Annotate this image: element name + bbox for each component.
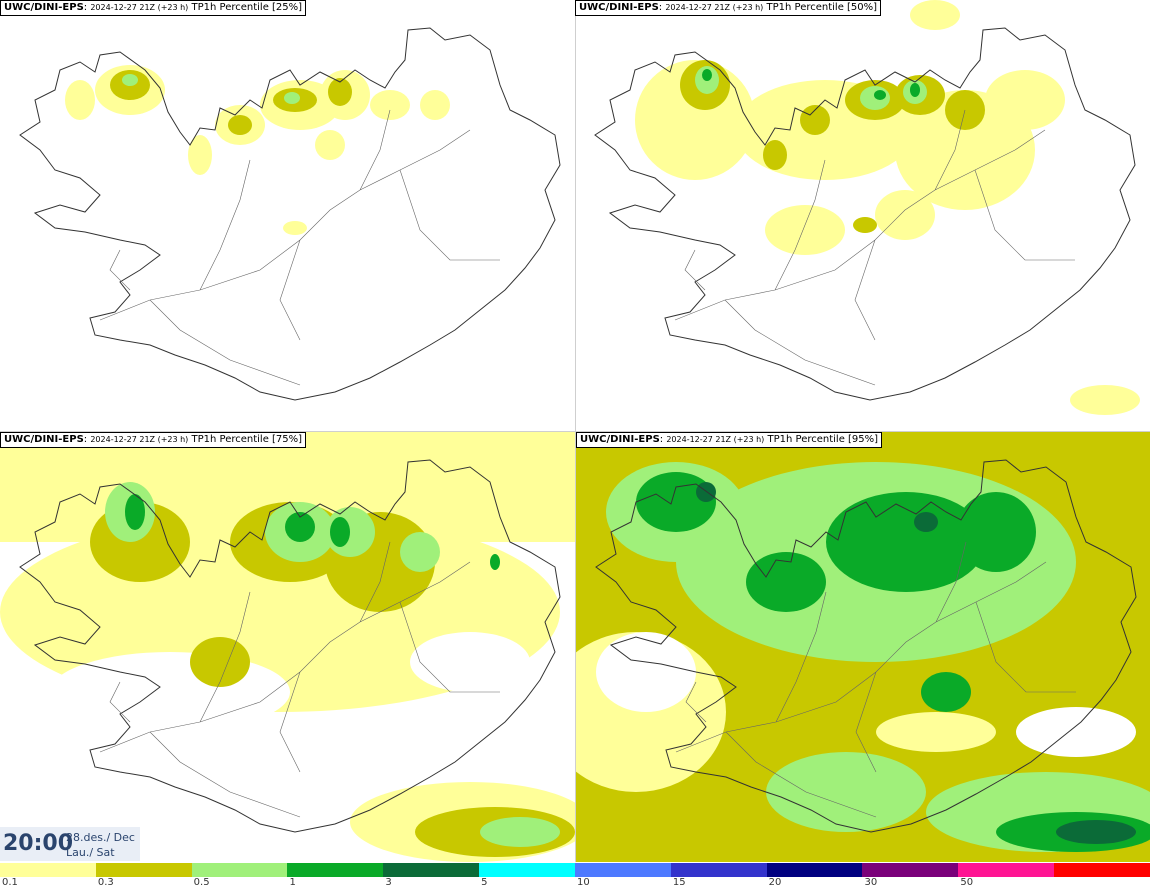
legend-tick-label: 1 [289,877,296,888]
precip-legend: 0.1 0.3 0.5 1 3 5 10 15 20 30 50 [0,862,1150,891]
precip-map-p25 [19,27,561,401]
legend-tick-label: 50 [960,877,974,888]
legend-swatch [574,863,671,877]
valid-date: 28.des./ Dec [66,831,135,844]
map-panel-p25: UWC/DINI-EPS: 2024-12-27 21Z (+23 h) TP1… [0,0,575,431]
precip-map-p95 [576,432,1150,863]
legend-tick-label: 5 [481,877,488,888]
precip-map-p75 [0,432,575,862]
legend-swatch [958,863,1055,877]
legend-swatch [670,863,767,877]
legend-tick-label: 20 [768,877,782,888]
legend-tick-label: 10 [577,877,590,888]
valid-time: 20:00 [3,831,74,856]
map-panel-p75: UWC/DINI-EPS: 2024-12-27 21Z (+23 h) TP1… [0,432,575,863]
panel-title-p50: UWC/DINI-EPS: 2024-12-27 21Z (+23 h) TP1… [575,0,882,16]
legend-tick-label: 30 [864,877,878,888]
legend-swatch [191,863,288,877]
legend-tick-label: 15 [672,877,686,888]
valid-day: Lau./ Sat [66,846,115,859]
legend-swatch [383,863,480,877]
legend-swatch [862,863,959,877]
precip-map-p50 [594,0,1140,415]
legend-tick-label: 0.5 [193,877,210,888]
valid-time-box: 20:00 28.des./ Dec Lau./ Sat [0,827,140,861]
legend-swatch [479,863,575,877]
map-panel-p95: UWC/DINI-EPS: 2024-12-27 21Z (+23 h) TP1… [576,432,1150,863]
legend-swatch [0,863,96,877]
legend-tick-label: 0.3 [97,877,114,888]
legend-tick-label: 0.1 [2,877,18,888]
panel-title-p95: UWC/DINI-EPS: 2024-12-27 21Z (+23 h) TP1… [576,432,883,448]
legend-colorbar [0,863,1150,877]
legend-swatch [95,863,192,877]
legend-swatch [766,863,863,877]
map-panel-p50: UWC/DINI-EPS: 2024-12-27 21Z (+23 h) TP1… [575,0,1150,431]
legend-swatch [287,863,384,877]
legend-swatch [1054,863,1150,877]
legend-tick-label: 3 [385,877,392,888]
panel-divider-horizontal [0,431,1150,432]
panel-title-p75: UWC/DINI-EPS: 2024-12-27 21Z (+23 h) TP1… [0,432,307,448]
panel-title-p25: UWC/DINI-EPS: 2024-12-27 21Z (+23 h) TP1… [0,0,307,16]
